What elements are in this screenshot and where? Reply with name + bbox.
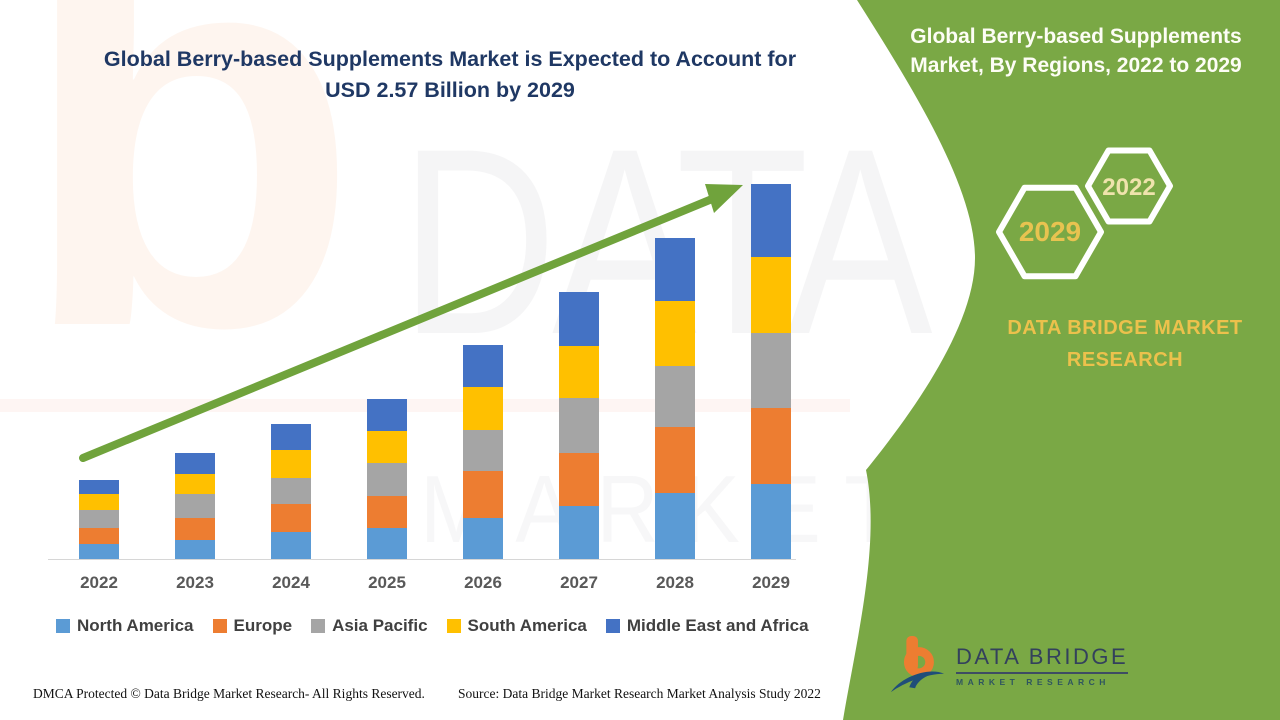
- x-axis-label-2026: 2026: [464, 573, 502, 592]
- dmca-notice: DMCA Protected © Data Bridge Market Rese…: [33, 686, 425, 701]
- segment-north-america: [655, 492, 695, 560]
- legend-label: North America: [77, 616, 194, 635]
- side-panel-title: Global Berry-based Supplements Market, B…: [910, 25, 1242, 78]
- legend-item-south-america: South America: [446, 616, 587, 636]
- segment-middle-east-and-africa: [751, 183, 791, 258]
- legend-label: Asia Pacific: [332, 616, 428, 635]
- stacked-bar-2029: [751, 183, 791, 560]
- chart-legend: North America Europe Asia Pacific South Ame…: [56, 616, 809, 636]
- hexagon-2022-label: 2022: [1102, 174, 1155, 201]
- segment-middle-east-and-africa: [79, 479, 119, 495]
- segment-asia-pacific: [175, 494, 215, 518]
- x-axis-label-2028: 2028: [656, 573, 694, 592]
- chart-title: Global Berry-based Supplements Market is…: [103, 47, 797, 103]
- segment-europe: [751, 407, 791, 484]
- legend-label: Middle East and Africa: [626, 616, 809, 635]
- segment-asia-pacific: [367, 463, 407, 496]
- segment-south-america: [175, 473, 215, 495]
- logo-subtext: MARKET RESEARCH: [956, 676, 1110, 687]
- x-axis-label-2023: 2023: [176, 573, 214, 592]
- legend-swatch-icon: [605, 619, 620, 633]
- segment-europe: [463, 470, 503, 518]
- segment-europe: [271, 504, 311, 533]
- legend-swatch-icon: [311, 619, 326, 633]
- legend-swatch-icon: [446, 619, 461, 633]
- legend-item-north-america: North America: [56, 616, 194, 636]
- company-logo: DATA BRIDGE MARKET RESEARCH: [888, 634, 1129, 696]
- brand-name-text: DATA BRIDGE MARKET RESEARCH: [1007, 317, 1243, 371]
- legend-swatch-icon: [56, 619, 70, 633]
- segment-north-america: [367, 527, 407, 560]
- data-bridge-logo-icon: [890, 636, 945, 693]
- segment-europe: [367, 495, 407, 528]
- legend-item-europe: Europe: [212, 616, 293, 636]
- segment-north-america: [463, 517, 503, 560]
- x-axis-label-2027: 2027: [560, 573, 598, 592]
- x-axis-label-2029: 2029: [752, 573, 790, 592]
- segment-europe: [175, 517, 215, 540]
- legend-item-middle-east-and-africa: Middle East and Africa: [605, 616, 809, 636]
- x-axis-line: [48, 559, 796, 560]
- source-credit: Source: Data Bridge Market Research Mark…: [458, 686, 821, 701]
- segment-north-america: [79, 543, 119, 560]
- logo-name: DATA BRIDGE: [956, 644, 1129, 674]
- year-hexagons-icon: 2029 2022: [996, 147, 1173, 280]
- x-axis-label-2022: 2022: [80, 573, 118, 592]
- legend-label: Europe: [233, 616, 293, 635]
- segment-south-america: [79, 494, 119, 511]
- x-axis-labels: 2022 2023 2024 2025 2026 2027 2028 2029: [48, 573, 800, 599]
- segment-south-america: [751, 257, 791, 334]
- segment-asia-pacific: [751, 333, 791, 408]
- x-axis-label-2024: 2024: [272, 573, 310, 592]
- stacked-bar-2022: [79, 479, 119, 560]
- segment-asia-pacific: [79, 510, 119, 528]
- segment-asia-pacific: [271, 478, 311, 505]
- legend-swatch-icon: [212, 619, 227, 633]
- segment-north-america: [751, 483, 791, 560]
- segment-europe: [79, 527, 119, 544]
- segment-north-america: [175, 539, 215, 560]
- stacked-bar-2023: [175, 453, 215, 560]
- segment-north-america: [271, 532, 311, 560]
- segment-europe: [559, 453, 599, 506]
- x-axis-label-2025: 2025: [368, 573, 406, 592]
- hexagon-2029-label: 2029: [1019, 216, 1081, 247]
- segment-north-america: [559, 505, 599, 560]
- legend-item-asia-pacific: Asia Pacific: [311, 616, 428, 636]
- legend-label: South America: [467, 616, 587, 635]
